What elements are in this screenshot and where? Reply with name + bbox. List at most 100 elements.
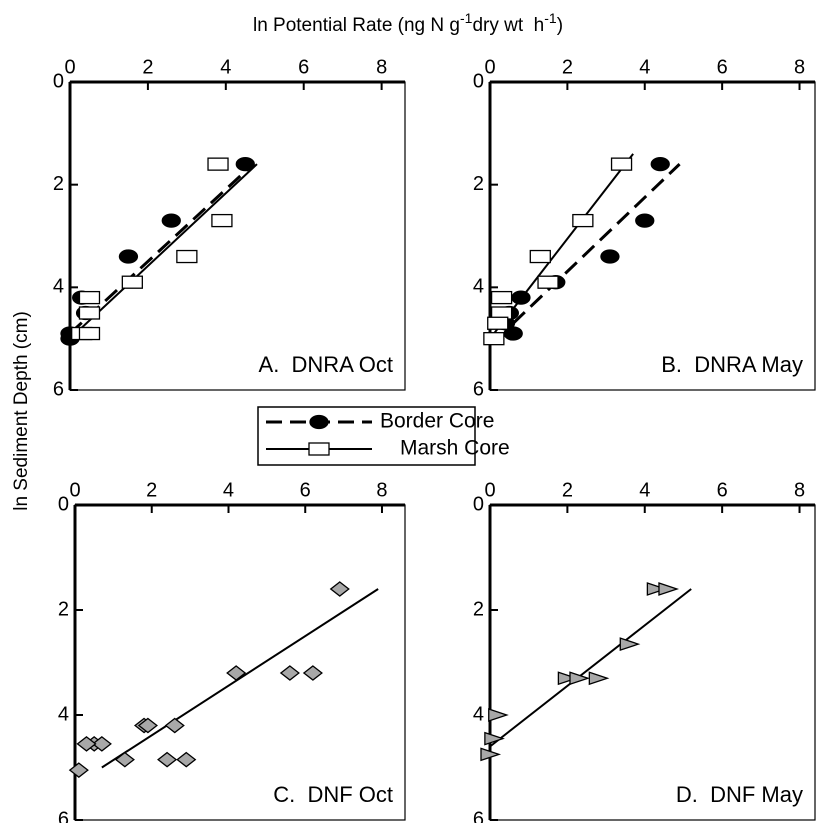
marker	[78, 326, 101, 341]
marker	[235, 156, 255, 172]
y-tick-label: 2	[473, 598, 484, 620]
plot-frame	[74, 504, 406, 821]
marker	[176, 751, 197, 768]
x-axis-label-part: )	[557, 15, 563, 36]
marker	[164, 717, 185, 734]
marker	[78, 290, 101, 305]
fit-line	[489, 153, 634, 340]
x-tick-label: 2	[146, 479, 157, 501]
marker	[211, 213, 233, 228]
x-axis-label: ln Potential Rate (ng N g-1dry wt h-1)	[253, 10, 563, 36]
marker	[137, 717, 158, 734]
y-tick-label: 0	[58, 493, 69, 515]
x-tick-label: 4	[639, 56, 650, 78]
legend-label: Marsh Core	[400, 437, 510, 460]
marker	[600, 249, 620, 264]
marker	[176, 249, 198, 264]
y-tick-label: 4	[53, 276, 64, 298]
y-tick-label: 6	[58, 808, 69, 823]
marker	[483, 332, 505, 346]
marker	[226, 665, 247, 681]
marker	[646, 582, 668, 596]
marker	[490, 290, 513, 305]
legend-box	[257, 406, 476, 466]
x-tick-label: 4	[639, 479, 650, 501]
y-tick-label: 4	[473, 703, 484, 725]
marker	[610, 157, 633, 171]
marker	[635, 213, 655, 228]
marker	[480, 747, 502, 762]
marker	[68, 762, 89, 778]
plot-frame	[69, 81, 406, 391]
x-tick-label: 2	[142, 56, 153, 78]
marker	[161, 213, 181, 228]
plot-frame	[489, 81, 816, 391]
x-tick-label: 2	[562, 56, 573, 78]
marker	[118, 249, 139, 264]
x-tick-label: 2	[562, 479, 573, 501]
marker	[114, 751, 135, 768]
x-axis-label-superscript: -1	[460, 10, 473, 26]
panel-label: A. DNRA Oct	[259, 352, 393, 377]
x-tick-label: 0	[484, 56, 495, 78]
y-tick-label: 2	[53, 173, 64, 195]
x-tick-label: 0	[64, 56, 75, 78]
y-tick-label: 6	[53, 378, 64, 400]
x-tick-label: 6	[300, 479, 311, 501]
x-tick-label: 4	[220, 56, 231, 78]
marker	[488, 708, 509, 722]
panel-label: C. DNF Oct	[273, 782, 393, 807]
marker	[302, 665, 323, 681]
x-tick-label: 0	[69, 479, 80, 501]
x-tick-label: 8	[376, 479, 387, 501]
x-axis-label-superscript: -1	[544, 10, 557, 26]
legend-label: Border Core	[380, 410, 494, 433]
marker	[569, 671, 591, 686]
marker	[76, 736, 97, 752]
y-tick-label: 2	[58, 598, 69, 620]
x-tick-label: 6	[717, 479, 728, 501]
y-tick-label: 0	[473, 70, 484, 92]
legend-marker	[308, 442, 330, 456]
marker	[557, 671, 579, 686]
x-tick-label: 8	[794, 56, 805, 78]
marker	[537, 275, 559, 289]
y-tick-label: 0	[53, 70, 64, 92]
y-tick-label: 6	[473, 808, 484, 823]
fit-line	[489, 588, 692, 748]
legend-marker	[309, 414, 329, 430]
marker	[487, 316, 509, 330]
marker	[91, 736, 112, 752]
marker	[650, 156, 670, 172]
marker	[572, 213, 594, 228]
x-tick-label: 8	[376, 56, 387, 78]
fit-line	[68, 163, 255, 335]
y-tick-label: 4	[58, 703, 69, 725]
marker	[78, 306, 101, 320]
panel-label: B. DNRA May	[661, 352, 803, 377]
x-tick-label: 0	[484, 479, 495, 501]
marker	[157, 751, 178, 768]
plot-frame	[489, 504, 816, 821]
fit-line	[69, 163, 258, 340]
x-tick-label: 6	[717, 56, 728, 78]
x-tick-label: 8	[794, 479, 805, 501]
fit-line	[101, 588, 379, 769]
y-tick-label: 0	[473, 493, 484, 515]
marker	[484, 731, 505, 746]
marker	[279, 665, 300, 681]
marker	[121, 275, 143, 289]
panel-label: D. DNF May	[676, 782, 803, 807]
x-axis-label-part: dry wt h	[472, 15, 544, 36]
y-tick-label: 6	[473, 378, 484, 400]
marker	[619, 637, 641, 652]
x-tick-label: 4	[223, 479, 234, 501]
marker	[529, 249, 551, 264]
marker	[658, 582, 680, 596]
y-tick-label: 4	[473, 276, 484, 298]
x-tick-label: 6	[298, 56, 309, 78]
y-axis-label: ln Sediment Depth (cm)	[11, 311, 32, 511]
x-axis-label-part: ln Potential Rate (ng N g	[253, 15, 460, 36]
marker	[207, 157, 229, 171]
